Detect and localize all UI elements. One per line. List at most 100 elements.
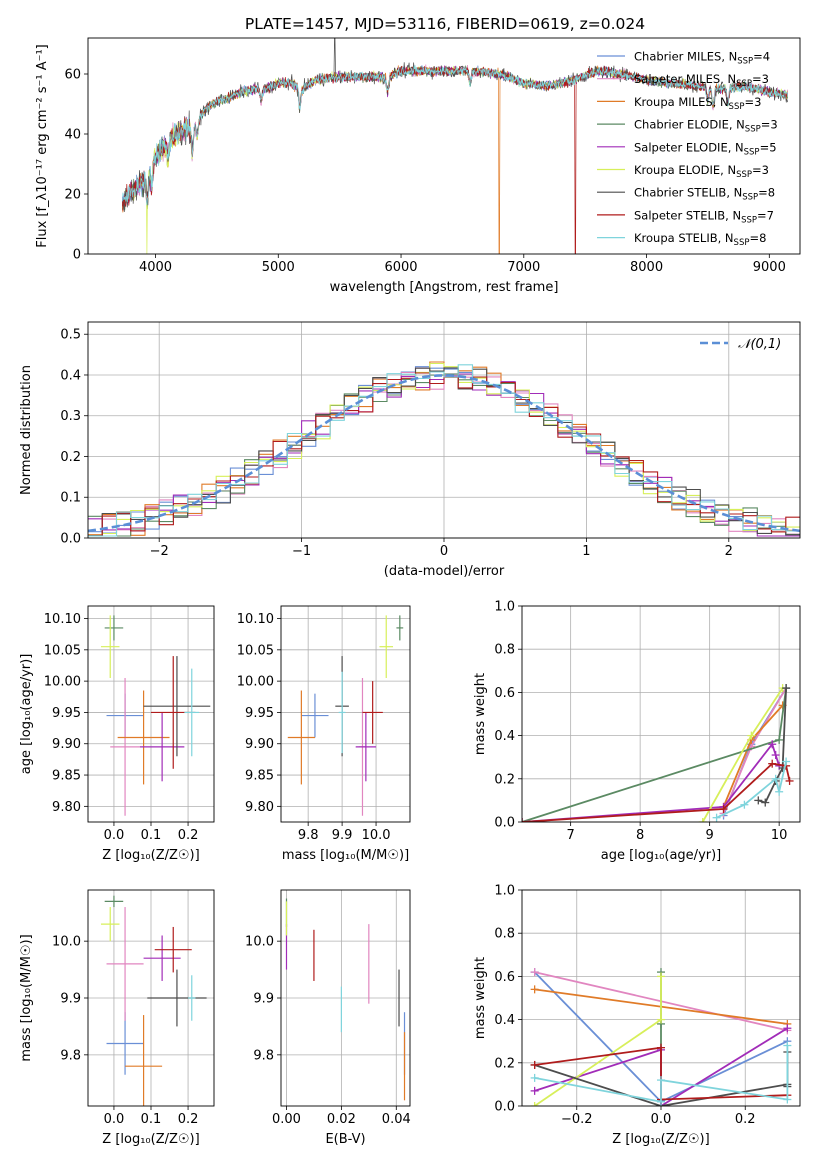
axes-frame <box>87 889 215 1107</box>
mass-weight-marker <box>775 787 784 796</box>
y-axis-label: mass weight <box>473 957 488 1039</box>
x-tick-label: 9 <box>706 828 714 843</box>
mass-weight-marker <box>782 684 791 693</box>
errorbar-point <box>379 615 394 678</box>
errorbar-point <box>143 656 211 757</box>
legend-label: Kroupa STELIB, NSSP=8 <box>634 231 766 248</box>
x-tick-label: 0.0 <box>651 1112 672 1127</box>
mass-weight-marker <box>657 1043 665 1052</box>
errorbar-point <box>287 690 315 785</box>
x-tick-label: 0.2 <box>178 1112 199 1127</box>
y-tick-label: 40 <box>64 128 81 143</box>
x-axis-label: Z [log₁₀(Z/Z☉)] <box>612 1132 709 1147</box>
legend-label: Chabrier MILES, NSSP=4 <box>634 50 770 67</box>
y-tick-label: 0.2 <box>494 772 515 787</box>
spectrum-line <box>122 65 789 206</box>
y-tick-label: 0.6 <box>494 686 515 701</box>
x-tick-label: 0.2 <box>178 828 199 843</box>
mass-weight-marker <box>657 972 665 981</box>
histogram-step <box>88 367 800 537</box>
errorbar-point <box>147 969 207 1027</box>
errorbar-point <box>184 668 200 757</box>
errorbar-point <box>188 975 196 1021</box>
x-tick-label: 0 <box>440 544 448 559</box>
normal-curve <box>88 374 800 533</box>
errorbar-point <box>110 678 140 816</box>
plot-area <box>122 38 789 254</box>
y-axis-label: Flux [f_λ10⁻¹⁷ erg cm⁻² s⁻¹ A⁻¹] <box>35 44 50 248</box>
x-tick-label: 0.2 <box>735 1112 756 1127</box>
y-tick-label: 10.00 <box>44 675 81 690</box>
legend-label: Salpeter ELODIE, NSSP=5 <box>634 140 777 157</box>
mass-weight-marker <box>783 1024 792 1033</box>
panel-mass-weight-vs-age: 7 8 9 10 0.0 0.2 0.4 0.6 0.8 1.0 age [log₁₀(age/yr… <box>473 600 801 863</box>
errorbar-point <box>355 712 377 782</box>
x-tick-label: 7000 <box>507 260 540 275</box>
errorbar-point <box>100 615 120 678</box>
y-tick-label: 0.3 <box>60 409 81 424</box>
y-tick-label: 0.0 <box>494 1100 515 1115</box>
x-tick-label: −1 <box>292 544 311 559</box>
mass-weight-marker <box>530 1073 539 1082</box>
x-axis-label: Z [log₁₀(Z/Z☉)] <box>102 1132 199 1147</box>
mass-weight-marker <box>657 1097 665 1106</box>
mass-weight-marker <box>771 751 780 760</box>
errorbar-point <box>338 671 346 754</box>
x-axis-label: Z [log₁₀(Z/Z☉)] <box>102 848 199 863</box>
x-tick-label: 0.0 <box>104 1112 125 1127</box>
errorbar-point <box>125 1015 163 1106</box>
y-tick-label: 10.00 <box>237 675 274 690</box>
legend-label: Salpeter STELIB, NSSP=7 <box>634 208 774 225</box>
mass-weight-marker <box>657 1076 665 1085</box>
panel-mass-weight-vs-Z: −0.2 0.0 0.2 0.0 0.2 0.4 0.6 0.8 1.0 Z [log₁₀(Z/Z… <box>473 884 801 1147</box>
errorbar-point <box>154 926 192 973</box>
errorbar-point <box>396 615 404 641</box>
y-tick-label: 9.8 <box>253 1048 274 1063</box>
axes-frame <box>87 321 801 539</box>
y-tick-label: 9.9 <box>253 992 274 1007</box>
mass-weight-marker <box>530 968 539 977</box>
mass-weight-marker <box>747 731 756 740</box>
y-tick-label: 10.0 <box>52 935 81 950</box>
y-tick-label: 0.2 <box>494 1056 515 1071</box>
plot-area <box>287 615 404 816</box>
x-tick-label: 0.1 <box>141 1112 162 1127</box>
y-tick-label: 10.10 <box>237 612 274 627</box>
y-tick-label: 0.4 <box>60 368 81 383</box>
y-axis-label: mass weight <box>473 673 488 755</box>
axes-frame <box>280 889 411 1107</box>
y-tick-label: 0.0 <box>60 532 81 547</box>
errorbar-point <box>301 693 329 738</box>
mass-weight-marker <box>761 798 770 807</box>
mass-weight-marker <box>698 818 707 822</box>
y-tick-label: 10.05 <box>44 643 81 658</box>
axes-frame <box>521 605 801 823</box>
legend: Chabrier MILES, NSSP=4 Salpeter MILES, NS… <box>597 50 778 248</box>
histogram-step <box>88 373 800 537</box>
x-axis-label: (data-model)/error <box>384 564 505 579</box>
x-tick-label: −0.2 <box>561 1112 593 1127</box>
y-tick-label: 9.8 <box>60 1048 81 1063</box>
y-tick-label: 0.8 <box>494 927 515 942</box>
x-tick-label: 10.0 <box>362 828 391 843</box>
mass-weight-marker <box>783 1095 792 1104</box>
y-tick-label: 0.4 <box>494 1013 515 1028</box>
x-tick-label: 0.0 <box>104 828 125 843</box>
mass-weight-marker <box>530 1102 539 1106</box>
y-axis-label: Normed distribution <box>19 365 34 495</box>
errorbar-point <box>106 1012 144 1075</box>
panel-mass-vs-Z: 0.0 0.1 0.2 9.8 9.9 10.0 Z [log₁₀(Z/Z☉)] mass [… <box>19 889 215 1147</box>
plot-area <box>100 895 207 1106</box>
histogram-step <box>88 362 800 537</box>
y-tick-label: 9.85 <box>52 769 81 784</box>
y-tick-label: 0.2 <box>60 450 81 465</box>
x-tick-label: 2 <box>725 544 733 559</box>
y-tick-label: 60 <box>64 68 81 83</box>
x-tick-label: 8000 <box>630 260 663 275</box>
plot-area <box>100 615 211 816</box>
y-tick-label: 0.8 <box>494 643 515 658</box>
x-tick-label: 9.9 <box>332 828 353 843</box>
axes-frame <box>521 889 801 1107</box>
errorbar-point <box>106 907 144 1021</box>
y-tick-label: 9.85 <box>245 769 274 784</box>
